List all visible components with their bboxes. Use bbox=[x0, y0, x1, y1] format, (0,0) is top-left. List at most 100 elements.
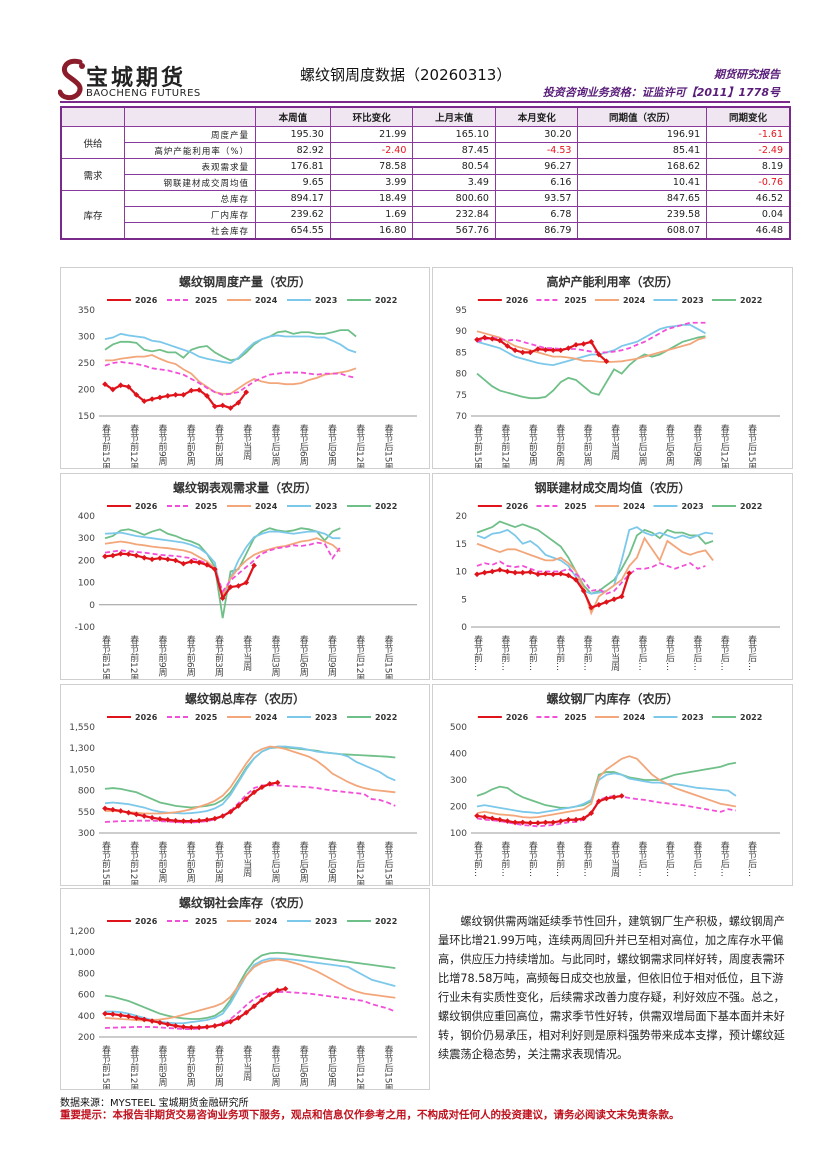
table-header-cell: 上月末值 bbox=[412, 106, 496, 127]
series-line-2025 bbox=[104, 541, 342, 594]
series-line-2022 bbox=[104, 329, 357, 362]
legend-label: 2022 bbox=[375, 917, 397, 926]
y-tick-label: 10 bbox=[456, 568, 468, 578]
x-tick-label: 春节前9周 bbox=[527, 423, 538, 467]
value-cell: -2.40 bbox=[329, 142, 414, 159]
x-tick-label: 春节后15周 bbox=[382, 634, 393, 679]
y-tick-label: 1,550 bbox=[69, 723, 95, 733]
y-tick-label: 0 bbox=[461, 623, 467, 633]
x-tick-label: 春节后… bbox=[664, 840, 675, 877]
x-tick-label: 春节前3周 bbox=[213, 634, 224, 678]
chart-title: 螺纹钢厂内库存（农历） bbox=[546, 691, 678, 706]
y-tick-label: 550 bbox=[78, 808, 95, 818]
table-header-cell: 同期值（农历） bbox=[577, 106, 708, 127]
table-header-cell bbox=[60, 106, 125, 127]
chart-panel-social-inventory: 螺纹钢社会库存（农历） 2026 2025 2024 2023 2022 200 400 600… bbox=[60, 888, 430, 1090]
data-point bbox=[164, 556, 171, 563]
y-tick-label: 300 bbox=[78, 333, 95, 343]
table-row: 库存 总库存 894.17 18.49 800.60 93.57 847.65 46.52 bbox=[60, 190, 791, 240]
data-point bbox=[204, 393, 210, 399]
x-tick-label: 春节当周 bbox=[609, 840, 620, 878]
data-point bbox=[497, 337, 503, 344]
value-cell: 6.16 bbox=[494, 174, 579, 191]
page-title: 螺纹钢周度数据（20260313） bbox=[300, 66, 512, 84]
x-tick-label: 春节前3周 bbox=[213, 1044, 224, 1088]
y-tick-label: 300 bbox=[78, 829, 95, 839]
series-line-2023 bbox=[476, 772, 737, 815]
transactions-chart: 钢联建材成交周均值（农历） 2026 2025 2024 2023 2022 0 5 10 15 2… bbox=[456, 480, 780, 672]
x-tick-label: 春节后… bbox=[691, 634, 702, 671]
y-tick-label: 200 bbox=[78, 1033, 95, 1043]
data-point bbox=[504, 568, 511, 575]
value-cell: 93.57 bbox=[494, 190, 579, 207]
data-point bbox=[141, 554, 148, 561]
x-tick-label: 春节前9周 bbox=[156, 423, 167, 467]
data-point bbox=[172, 1023, 179, 1029]
chart-panel-demand: 螺纹钢表观需求量（农历） 2026 2025 2024 2023 2022 -100 0 100… bbox=[60, 473, 430, 680]
value-cell: 21.99 bbox=[329, 126, 414, 143]
value-cell: -1.61 bbox=[706, 126, 791, 143]
legend-label: 2026 bbox=[506, 502, 529, 511]
x-tick-label: 春节前… bbox=[499, 840, 510, 877]
y-tick-label: 800 bbox=[78, 969, 95, 979]
data-point bbox=[573, 341, 579, 348]
legend-label: 2024 bbox=[623, 502, 646, 511]
value-cell: 30.20 bbox=[494, 126, 579, 143]
data-point bbox=[573, 576, 579, 583]
data-point bbox=[102, 553, 108, 560]
chart-title: 螺纹钢总库存（农历） bbox=[185, 691, 305, 706]
series-line-2025 bbox=[104, 361, 357, 396]
data-point bbox=[481, 569, 488, 576]
data-point bbox=[164, 1021, 171, 1028]
data-point bbox=[618, 793, 625, 799]
series-line-2022 bbox=[476, 761, 737, 809]
series-line-2023 bbox=[104, 745, 396, 815]
value-cell: 239.58 bbox=[577, 206, 708, 223]
value-cell: 165.10 bbox=[412, 126, 496, 143]
x-tick-label: 春节前15周 bbox=[100, 423, 111, 468]
data-point bbox=[580, 341, 587, 347]
table-header-cell: 本月变化 bbox=[494, 106, 579, 127]
x-tick-label: 春节后9周 bbox=[326, 423, 337, 467]
legend-label: 2024 bbox=[255, 713, 278, 722]
y-tick-label: 100 bbox=[78, 579, 95, 589]
indicator-cell: 钢联建材成交周均值 bbox=[124, 174, 256, 191]
x-tick-label: 春节后15周 bbox=[382, 840, 393, 885]
legend-label: 2022 bbox=[740, 502, 762, 511]
value-cell: 3.99 bbox=[329, 174, 414, 191]
x-tick-label: 春节前3周 bbox=[213, 840, 224, 884]
data-point bbox=[588, 338, 595, 345]
y-tick-label: 200 bbox=[78, 556, 95, 566]
series-line-2023 bbox=[104, 332, 357, 364]
x-tick-label: 春节前… bbox=[527, 840, 538, 877]
x-tick-label: 春节后12周 bbox=[354, 840, 365, 885]
y-tick-label: 350 bbox=[78, 306, 95, 316]
legend-label: 2023 bbox=[315, 713, 337, 722]
data-point bbox=[227, 405, 234, 411]
value-cell: 80.54 bbox=[412, 158, 496, 175]
x-tick-label: 春节前6周 bbox=[185, 840, 196, 884]
legend-label: 2024 bbox=[623, 296, 646, 305]
value-cell: 232.84 bbox=[412, 206, 496, 223]
x-tick-label: 春节当周 bbox=[609, 423, 620, 461]
data-point bbox=[489, 568, 496, 575]
data-source: 数据来源：MYSTEEL 宝城期货金融研究所 bbox=[60, 1098, 249, 1109]
legend-label: 2022 bbox=[740, 296, 762, 305]
series-line-2023 bbox=[476, 526, 714, 595]
x-tick-label: 春节当周 bbox=[241, 423, 252, 461]
value-cell: 46.48 bbox=[706, 222, 791, 240]
legend-label: 2023 bbox=[681, 713, 703, 722]
analysis-text: 螺纹钢供需两端延续季节性回升，建筑钢厂生产积极，螺纹钢周产量环比增21.99万吨… bbox=[438, 915, 785, 1061]
x-tick-label: 春节前6周 bbox=[554, 423, 565, 467]
data-point bbox=[212, 566, 218, 573]
data-point bbox=[157, 394, 163, 401]
value-cell: 0.04 bbox=[706, 206, 791, 223]
license-text: 投资咨询业务资格：证监许可【2011】1778号 bbox=[542, 86, 780, 99]
x-tick-label: 春节前12周 bbox=[128, 634, 139, 679]
y-tick-label: 1,200 bbox=[69, 927, 95, 937]
value-cell: 8.19 bbox=[706, 158, 791, 175]
value-cell: 800.60 bbox=[412, 190, 496, 207]
y-tick-label: 400 bbox=[78, 512, 95, 522]
x-tick-label: 春节后9周 bbox=[691, 423, 702, 467]
x-tick-label: 春节前… bbox=[472, 840, 483, 877]
